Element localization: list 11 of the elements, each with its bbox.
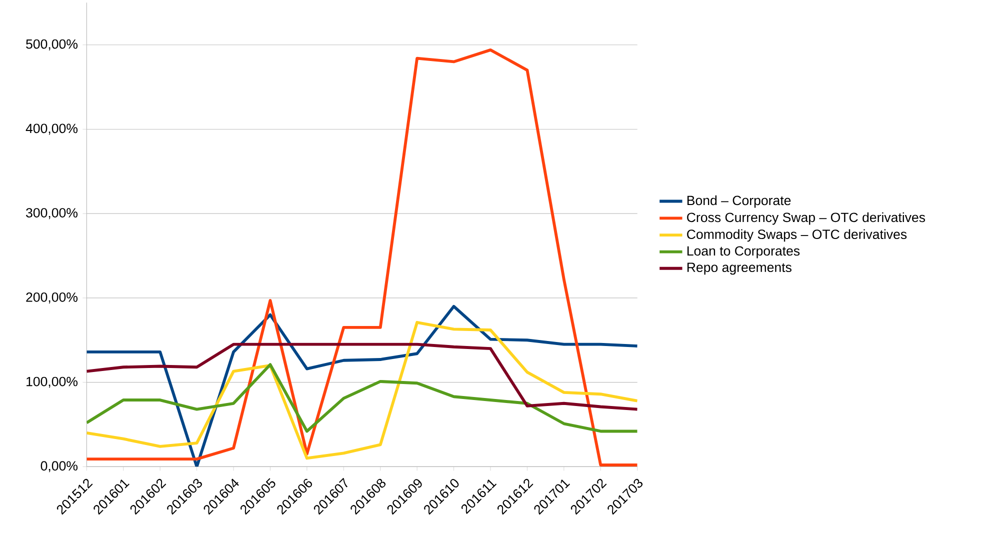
legend-label: Loan to Corporates (687, 246, 800, 258)
y-tick-label: 500,00% (26, 39, 78, 50)
y-tick-label: 300,00% (26, 208, 78, 220)
legend-label: Bond – Corporate (687, 195, 791, 208)
y-tick-label: 400,00% (26, 124, 78, 135)
y-tick-label: 200,00% (26, 292, 78, 304)
y-tick-label: 0,00% (40, 461, 78, 472)
legend-label: Cross Currency Swap – OTC derivatives (687, 212, 926, 225)
legend-label: Commodity Swaps – OTC derivatives (687, 229, 907, 242)
legend-label: Repo agreements (687, 262, 792, 275)
y-tick-label: 100,00% (26, 376, 78, 388)
